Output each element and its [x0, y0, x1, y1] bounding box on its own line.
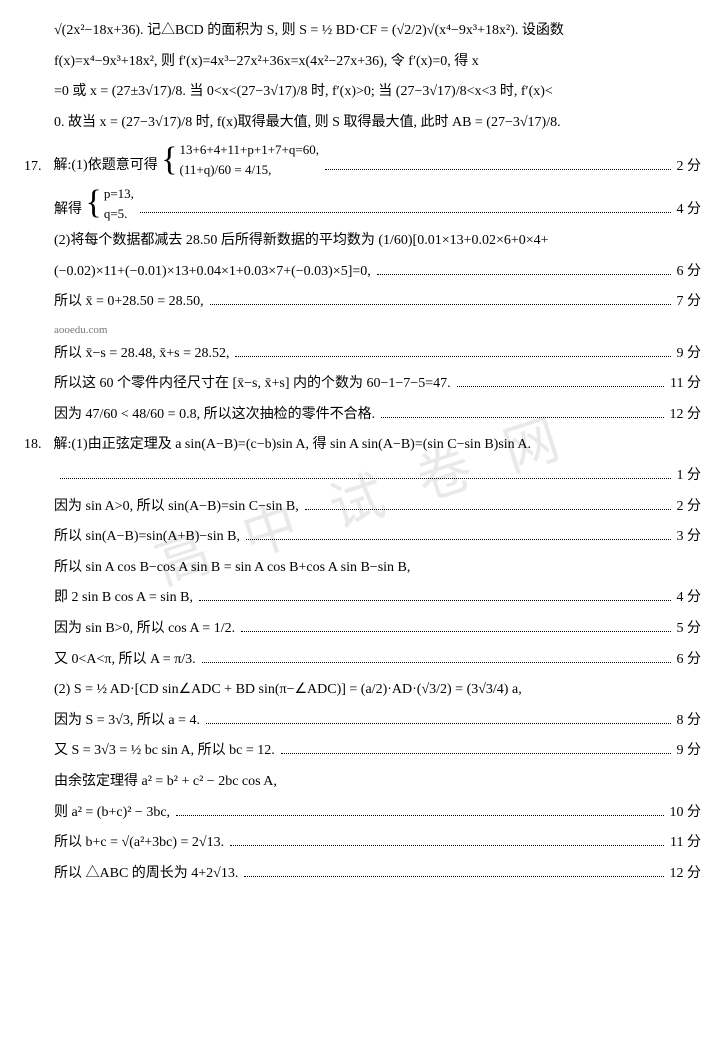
q18-p9: 又 S = 3√3 = ½ bc sin A, 所以 bc = 12. 9 分 — [24, 738, 701, 765]
q17-score-11: 11 分 — [670, 371, 701, 398]
q18-p10b: 则 a² = (b+c)² − 3bc, 10 分 — [24, 800, 701, 827]
q18-p5: 因为 sin B>0, 所以 cos A = 1/2. 5 分 — [24, 616, 701, 643]
q18-number: 18. — [24, 432, 50, 459]
page-content: √(2x²−18x+36). 记△BCD 的面积为 S, 则 S = ½ BD·… — [24, 18, 701, 887]
carry-over-3: =0 或 x = (27±3√17)/8. 当 0<x<(27−3√17)/8 … — [24, 79, 701, 106]
q17-score-9: 9 分 — [677, 341, 702, 368]
q18-p11: 所以 b+c = √(a²+3bc) = 2√13. 11 分 — [24, 830, 701, 857]
q18-p4a: 所以 sin A cos B−cos A sin B = sin A cos B… — [24, 555, 701, 582]
q17-p1-lead: 解:(1)依题意可得 — [54, 159, 158, 174]
q17-brace1: { 13+6+4+11+p+1+7+q=60, (11+q)/60 = 4/15… — [161, 140, 319, 179]
q18-p1-score: 1 分 — [24, 463, 701, 490]
q17-brace2-a: p=13, — [104, 184, 134, 204]
q17-step2: 解得 { p=13, q=5. 4 分 — [24, 184, 701, 224]
q18-p8: 因为 S = 3√3, 所以 a = 4. 8 分 — [24, 708, 701, 735]
carry-over-2: f(x)=x⁴−9x³+18x², 则 f′(x)=4x³−27x²+36x=x… — [24, 49, 701, 76]
q18-p1: 解:(1)由正弦定理及 a sin(A−B)=(c−b)sin A, 得 sin… — [54, 437, 532, 452]
q17-brace1-b: (11+q)/60 = 4/15, — [180, 160, 319, 180]
q17-p2-lead: 解得 — [54, 202, 82, 217]
q17-score-4: 4 分 — [677, 197, 702, 224]
q17-brace2: { p=13, q=5. — [86, 184, 134, 223]
q17-p3a: (2)将每个数据都减去 28.50 后所得新数据的平均数为 (1/60)[0.0… — [24, 228, 701, 255]
q18-p10a: 由余弦定理得 a² = b² + c² − 2bc cos A, — [24, 769, 701, 796]
q17-p5: 所以 x̄−s = 28.48, x̄+s = 28.52, 9 分 — [24, 341, 701, 368]
q17-p6: 所以这 60 个零件内径尺寸在 [x̄−s, x̄+s] 内的个数为 60−1−… — [24, 371, 701, 398]
q18-p3: 所以 sin(A−B)=sin(A+B)−sin B, 3 分 — [24, 524, 701, 551]
q17-score-7: 7 分 — [677, 289, 702, 316]
q17-number: 17. — [24, 154, 50, 181]
q18-p1-line: 18. 解:(1)由正弦定理及 a sin(A−B)=(c−b)sin A, 得… — [24, 432, 701, 459]
q17-p3b: (−0.02)×11+(−0.01)×13+0.04×1+0.03×7+(−0.… — [24, 259, 701, 286]
q17-score-2: 2 分 — [677, 154, 702, 181]
q18-p2: 因为 sin A>0, 所以 sin(A−B)=sin C−sin B, 2 分 — [24, 494, 701, 521]
site-note: aooedu.com — [24, 320, 701, 341]
carry-over-1: √(2x²−18x+36). 记△BCD 的面积为 S, 则 S = ½ BD·… — [24, 18, 701, 45]
q18-p6: 又 0<A<π, 所以 A = π/3. 6 分 — [24, 647, 701, 674]
q17-score-12: 12 分 — [670, 402, 702, 429]
q17-brace1-a: 13+6+4+11+p+1+7+q=60, — [180, 140, 319, 160]
q17-p7: 因为 47/60 < 48/60 = 0.8, 所以这次抽检的零件不合格. 12… — [24, 402, 701, 429]
q17-brace2-b: q=5. — [104, 204, 134, 224]
q17-score-6: 6 分 — [677, 259, 702, 286]
q18-p4b: 即 2 sin B cos A = sin B, 4 分 — [24, 585, 701, 612]
q18-p7: (2) S = ½ AD·[CD sin∠ADC + BD sin(π−∠ADC… — [24, 677, 701, 704]
q18-p12: 所以 △ABC 的周长为 4+2√13. 12 分 — [24, 861, 701, 888]
q17-step1: 17. 解:(1)依题意可得 { 13+6+4+11+p+1+7+q=60, (… — [24, 140, 701, 180]
carry-over-4: 0. 故当 x = (27−3√17)/8 时, f(x)取得最大值, 则 S … — [24, 110, 701, 137]
q17-p4: 所以 x̄ = 0+28.50 = 28.50, 7 分 — [24, 289, 701, 316]
